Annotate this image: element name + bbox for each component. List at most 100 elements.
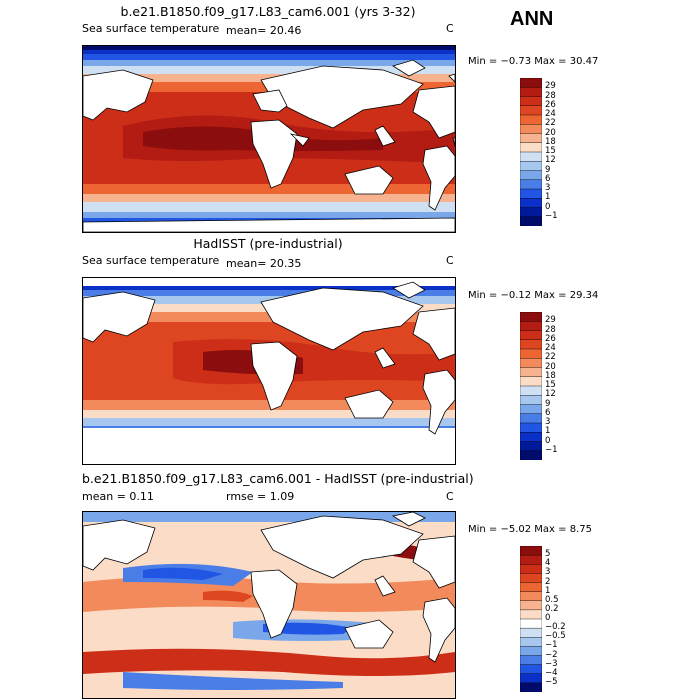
- colorbar-swatch: [519, 646, 543, 657]
- colorbar-tick-label: −3: [545, 658, 558, 669]
- colorbar-tick-label: 5: [545, 549, 551, 560]
- colorbar-tick-label: −0.5: [545, 631, 566, 642]
- colorbar-tick-label: 1: [545, 192, 551, 203]
- panel3-colorbar: [519, 545, 543, 693]
- colorbar-swatch: [519, 591, 543, 602]
- colorbar-swatch: [519, 441, 543, 452]
- colorbar-tick-label: −1: [545, 640, 558, 651]
- colorbar-swatch: [519, 216, 543, 227]
- colorbar-swatch: [519, 198, 543, 209]
- colorbar-tick-label: 1: [545, 585, 551, 596]
- colorbar-swatch: [519, 600, 543, 611]
- colorbar-swatch: [519, 179, 543, 190]
- panel3-units: C: [446, 490, 454, 503]
- colorbar-tick-label: 3: [545, 417, 551, 427]
- colorbar-swatch: [519, 450, 543, 461]
- colorbar-tick-label: −0.2: [545, 622, 566, 633]
- colorbar-swatch: [519, 385, 543, 396]
- season-label: ANN: [510, 8, 554, 30]
- panel3-land: [83, 512, 455, 663]
- colorbar-tick-label: 24: [545, 343, 556, 353]
- colorbar-swatch: [519, 77, 543, 88]
- colorbar-tick-label: −2: [545, 649, 558, 660]
- colorbar-swatch: [519, 637, 543, 647]
- colorbar-swatch: [519, 114, 543, 125]
- colorbar-tick-label: 18: [545, 136, 556, 147]
- colorbar-tick-label: 26: [545, 333, 556, 344]
- colorbar-swatch: [519, 142, 543, 153]
- colorbar-swatch: [519, 105, 543, 116]
- colorbar-tick-label: 15: [545, 146, 556, 156]
- colorbar-tick-label: −4: [545, 667, 558, 678]
- colorbar-tick-label: −1: [545, 210, 558, 221]
- colorbar-swatch: [519, 664, 543, 675]
- colorbar-tick-label: 29: [545, 81, 556, 92]
- colorbar-swatch: [519, 422, 543, 433]
- colorbar-swatch: [519, 564, 543, 574]
- panel2-title: HadISST (pre-industrial): [193, 236, 343, 251]
- colorbar-tick-label: 22: [545, 118, 556, 129]
- colorbar-tick-label: 28: [545, 324, 556, 335]
- colorbar-tick-label: 9: [545, 398, 551, 409]
- panel2-min-max: Min = −0.12 Max = 29.34: [468, 290, 599, 301]
- panel1-left-label: Sea surface temperature: [82, 22, 220, 35]
- colorbar-tick-label: 1: [545, 426, 551, 437]
- panel2-left-label: Sea surface temperature: [82, 254, 220, 267]
- colorbar-swatch: [519, 87, 543, 98]
- colorbar-swatch: [519, 404, 543, 415]
- colorbar-tick-label: 6: [545, 173, 551, 184]
- panel1-title: b.e21.B1850.f09_g17.L83_cam6.001 (yrs 3-…: [120, 4, 416, 19]
- colorbar-tick-label: 0: [545, 435, 551, 446]
- colorbar-swatch: [519, 339, 543, 350]
- colorbar-swatch: [519, 207, 543, 218]
- colorbar-swatch: [519, 582, 543, 593]
- colorbar-tick-label: 3: [545, 567, 551, 578]
- colorbar-tick-label: 20: [545, 127, 556, 138]
- colorbar-swatch: [519, 618, 543, 629]
- colorbar-swatch: [519, 151, 543, 162]
- colorbar-swatch: [519, 124, 543, 135]
- colorbar-tick-label: 0: [545, 613, 551, 623]
- colorbar-tick-label: 3: [545, 183, 551, 193]
- colorbar-swatch: [519, 655, 543, 666]
- colorbar-tick-label: 20: [545, 361, 556, 372]
- colorbar-swatch: [519, 545, 543, 556]
- panel3-title: b.e21.B1850.f09_g17.L83_cam6.001 - HadIS…: [82, 471, 474, 486]
- panel1-min-max: Min = −0.73 Max = 30.47: [468, 56, 599, 67]
- colorbar-swatch: [519, 573, 543, 584]
- colorbar-swatch: [519, 358, 543, 369]
- colorbar-tick-label: 0.5: [545, 594, 559, 605]
- panel3-map: [82, 511, 456, 699]
- colorbar-tick-label: 26: [545, 99, 556, 110]
- colorbar-swatch: [519, 330, 543, 341]
- colorbar-tick-label: −1: [545, 444, 558, 455]
- panel2-land: [83, 281, 455, 435]
- colorbar-swatch: [519, 348, 543, 359]
- panel3-min-max: Min = −5.02 Max = 8.75: [468, 524, 592, 535]
- panel1-units: C: [446, 22, 454, 35]
- colorbar-swatch: [519, 627, 543, 638]
- colorbar-swatch: [519, 367, 543, 378]
- colorbar-swatch: [519, 133, 543, 144]
- panel2-map: [82, 277, 456, 465]
- colorbar-swatch: [519, 96, 543, 107]
- colorbar-swatch: [519, 609, 543, 620]
- panel1-map: [82, 45, 456, 233]
- panel2-mean: mean= 20.35: [226, 257, 302, 270]
- colorbar-swatch: [519, 311, 543, 322]
- panel1-land: [83, 59, 455, 232]
- colorbar-swatch: [519, 413, 543, 424]
- colorbar-swatch: [519, 432, 543, 443]
- panel1-mean: mean= 20.46: [226, 24, 302, 37]
- panel1-colorbar: [519, 77, 543, 227]
- colorbar-swatch: [519, 395, 543, 406]
- colorbar-tick-label: 22: [545, 352, 556, 363]
- colorbar-swatch: [519, 376, 543, 387]
- colorbar-tick-label: 29: [545, 315, 556, 326]
- colorbar-swatch: [519, 682, 543, 693]
- colorbar-tick-label: 0: [545, 201, 551, 212]
- colorbar-tick-label: 2: [545, 576, 551, 587]
- colorbar-tick-label: 28: [545, 90, 556, 101]
- colorbar-tick-label: 0.2: [545, 603, 559, 614]
- colorbar-swatch: [519, 188, 543, 199]
